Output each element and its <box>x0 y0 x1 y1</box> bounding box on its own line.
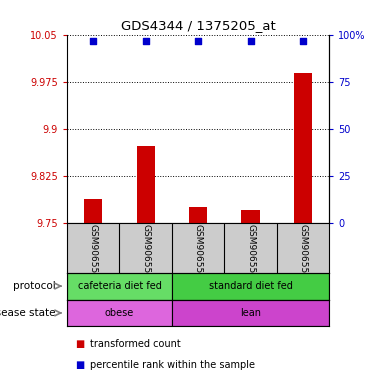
Bar <box>189 207 207 223</box>
Text: GSM906559: GSM906559 <box>299 224 308 279</box>
Text: ■: ■ <box>75 360 84 370</box>
Text: GSM906558: GSM906558 <box>246 224 255 279</box>
Point <box>195 38 201 44</box>
Text: GSM906557: GSM906557 <box>194 224 203 279</box>
Point <box>143 38 149 44</box>
Bar <box>67 300 172 326</box>
Bar <box>84 199 102 223</box>
Text: ■: ■ <box>75 339 84 349</box>
Text: percentile rank within the sample: percentile rank within the sample <box>90 360 255 370</box>
Bar <box>137 146 155 223</box>
Bar <box>67 273 172 300</box>
Text: standard diet fed: standard diet fed <box>209 281 293 291</box>
Point <box>248 38 254 44</box>
Text: transformed count: transformed count <box>90 339 181 349</box>
Point <box>300 38 306 44</box>
Text: GSM906556: GSM906556 <box>141 224 150 279</box>
Text: protocol: protocol <box>13 281 56 291</box>
Text: cafeteria diet fed: cafeteria diet fed <box>78 281 161 291</box>
Bar <box>172 300 329 326</box>
Bar <box>172 273 329 300</box>
Text: obese: obese <box>105 308 134 318</box>
Title: GDS4344 / 1375205_at: GDS4344 / 1375205_at <box>121 19 276 32</box>
Text: lean: lean <box>240 308 261 318</box>
Text: GSM906555: GSM906555 <box>89 224 98 279</box>
Text: disease state: disease state <box>0 308 56 318</box>
Bar <box>242 210 260 223</box>
Bar <box>294 73 312 223</box>
Point <box>90 38 97 44</box>
